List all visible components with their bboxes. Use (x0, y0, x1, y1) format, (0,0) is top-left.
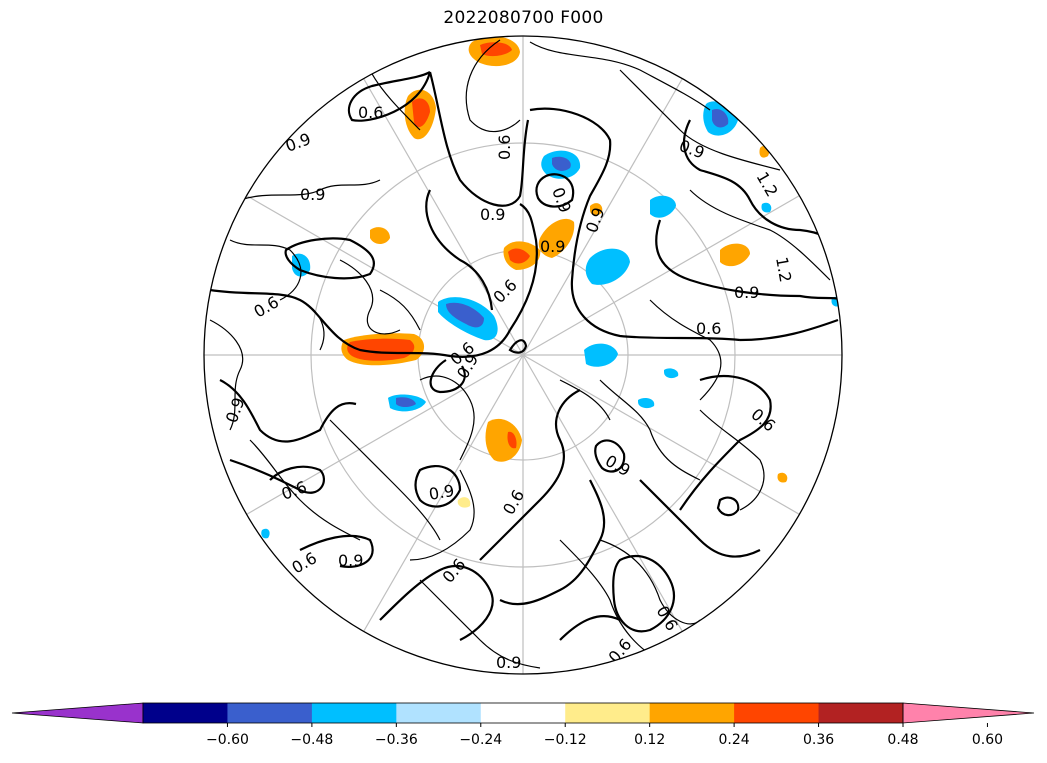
positive-patch-core (507, 431, 517, 449)
colorbar-tick-label: −0.12 (544, 732, 587, 748)
contour-label: 0.9 (427, 481, 455, 504)
colorbar-cell (818, 703, 904, 723)
colorbar-tick-label: −0.36 (375, 732, 418, 748)
colorbar-tick-label: −0.60 (206, 732, 249, 748)
contours (209, 71, 842, 641)
negative-patch-core (446, 302, 484, 328)
polar-map: 0.6 0.9 0.9 0.9 0.9 0.6 0.9 0.9 0.6 0.9 … (203, 35, 843, 675)
contour-label: 0.6 (251, 292, 283, 321)
contour-label: 0.6 (358, 103, 383, 122)
contour-label: 0.9 (300, 185, 325, 204)
colorbar-cell (311, 703, 397, 723)
contour-label: 1.2 (753, 169, 782, 201)
positive-patch-core (412, 98, 430, 127)
negative-patch (761, 202, 772, 213)
contour-label: 0.9 (338, 551, 363, 570)
negative-patch (585, 248, 630, 285)
contour-label: 0.6 (696, 319, 721, 338)
contour-label: 0.9 (283, 129, 313, 156)
contour-label: 0.9 (222, 395, 249, 425)
positive-patch (777, 472, 788, 483)
contour-label: 0.9 (480, 205, 505, 224)
contour-label: 0.6 (495, 135, 514, 160)
contour-label: 0.9 (677, 136, 707, 163)
map-boundary (203, 35, 843, 675)
contour-label: 0.6 (289, 548, 321, 577)
negative-patch-core (396, 397, 416, 407)
positive-patch (538, 218, 575, 258)
negative-patch-core (712, 108, 729, 128)
negative-patch (261, 528, 270, 539)
colorbar-cell (396, 703, 482, 723)
colorbar: −0.60 −0.48 −0.36 −0.24 −0.12 0.12 0.24 0.36 0.4… (11, 702, 1035, 748)
colorbar-tick-label: 0.48 (887, 732, 918, 748)
colorbar-tick-label: −0.48 (290, 732, 333, 748)
contour-label: 0.6 (489, 275, 520, 306)
contour-label: 0.6 (747, 405, 779, 436)
contour-label: 0.9 (548, 185, 575, 215)
contour-label: 0.6 (653, 603, 682, 635)
colorbar-extend-low (11, 702, 144, 724)
positive-patch (485, 418, 522, 462)
positive-patch-core (480, 42, 512, 57)
negative-patch (638, 398, 655, 409)
contour-label: 0.9 (540, 237, 565, 256)
colorbar-tick-label: −0.24 (459, 732, 502, 748)
negative-patch (292, 253, 311, 277)
colorbar-cell (565, 703, 651, 723)
negative-patch (584, 343, 618, 367)
positive-patch (720, 243, 750, 267)
coastlines (209, 39, 831, 669)
graticule (204, 36, 842, 674)
colorbar-tick-label: 0.12 (634, 732, 665, 748)
colorbar-tick-label: 0.60 (972, 732, 1003, 748)
positive-patch (370, 227, 390, 244)
positive-patch-core (508, 248, 530, 264)
colorbar-tick-label: 0.36 (803, 732, 834, 748)
negative-patch (664, 368, 679, 379)
colorbar-cell (480, 703, 566, 723)
chart-title: 2022080700 F000 (443, 8, 604, 28)
negative-patch (650, 195, 676, 218)
contour-label: 0.9 (496, 653, 521, 672)
colorbar-cell (227, 703, 313, 723)
colorbar-cell (649, 703, 735, 723)
colorbar-extend-high (902, 702, 1035, 724)
negative-patch-core (552, 156, 571, 171)
contour-labels: 0.6 0.9 0.9 0.9 0.9 0.6 0.9 0.9 0.6 0.9 … (222, 103, 795, 672)
contour-label: 0.6 (439, 555, 470, 587)
anomaly-patches (261, 36, 842, 539)
colorbar-tick-label: 0.24 (719, 732, 750, 748)
positive-patch (590, 203, 603, 216)
colorbar-cell (143, 703, 228, 723)
positive-patch (457, 497, 471, 508)
contour-label: 0.9 (734, 283, 759, 302)
contour-label: 1.2 (772, 255, 795, 283)
contour-label: 0.9 (602, 451, 634, 480)
contour-label: 0.6 (499, 486, 528, 518)
colorbar-cell (734, 703, 820, 723)
positive-patch-core (347, 338, 415, 361)
